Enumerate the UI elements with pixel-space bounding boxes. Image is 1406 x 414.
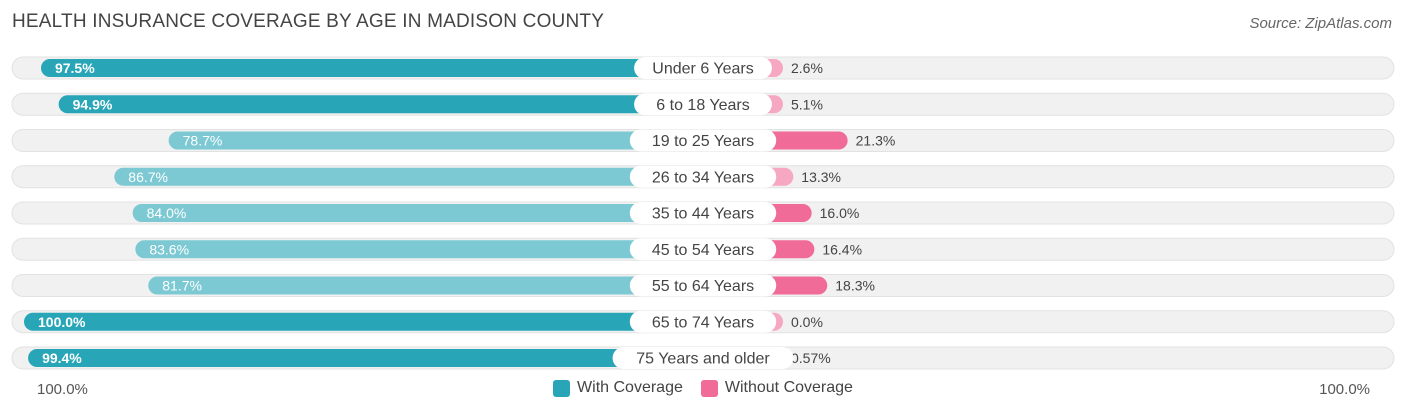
category-pill: [629, 165, 777, 188]
legend-label-without-coverage: Without Coverage: [724, 379, 853, 396]
bar-with-coverage: [58, 95, 703, 114]
value-label-without-coverage: 0.57%: [791, 350, 831, 366]
chart-area: 97.5% 2.6% Under 6 Years 94.9% 5.1% 6 to 18 Y…: [11, 56, 1395, 370]
axis-left-label: 100.0%: [37, 381, 88, 398]
value-label-with-coverage: 100.0%: [38, 314, 86, 330]
category-pill: [612, 347, 794, 369]
legend: With Coverage Without Coverage: [0, 379, 1406, 397]
category-pill: [629, 129, 777, 152]
bar-with-coverage: [148, 276, 703, 295]
legend-item-with-coverage[interactable]: With Coverage: [553, 379, 683, 397]
category-pill: [629, 274, 777, 297]
value-label-with-coverage: 97.5%: [55, 60, 95, 76]
value-label-with-coverage: 99.4%: [42, 350, 82, 366]
value-label-without-coverage: 18.3%: [835, 278, 875, 294]
legend-item-without-coverage[interactable]: Without Coverage: [700, 379, 853, 397]
value-label-with-coverage: 81.7%: [162, 278, 202, 294]
source-note: Source: ZipAtlas.com: [1249, 15, 1392, 32]
legend-swatch-without-coverage: [700, 379, 718, 397]
value-label-without-coverage: 21.3%: [856, 133, 896, 149]
category-pill: [629, 310, 777, 333]
category-label: 35 to 44 Years: [652, 206, 754, 223]
bar-with-coverage: [40, 59, 704, 77]
category-label: 65 to 74 Years: [652, 314, 754, 331]
category-pill: [634, 57, 772, 79]
category-label: 45 to 54 Years: [652, 242, 754, 259]
category-pill: [634, 93, 772, 116]
value-label-without-coverage: 0.0%: [791, 314, 823, 330]
category-label: 26 to 34 Years: [652, 169, 754, 186]
category-label: 19 to 25 Years: [652, 133, 754, 150]
bar-with-coverage: [114, 167, 703, 186]
bar-with-coverage: [135, 240, 703, 259]
category-label: 55 to 64 Years: [652, 278, 754, 295]
legend-swatch-with-coverage: [553, 379, 571, 397]
value-label-without-coverage: 16.0%: [820, 205, 860, 221]
category-label: 75 Years and older: [636, 351, 770, 368]
category-label: Under 6 Years: [652, 61, 753, 78]
value-label-without-coverage: 16.4%: [822, 241, 862, 257]
chart-title: HEALTH INSURANCE COVERAGE BY AGE IN MADI…: [12, 11, 605, 32]
value-label-without-coverage: 13.3%: [801, 169, 841, 185]
category-pill: [629, 238, 777, 261]
category-label: 6 to 18 Years: [656, 97, 749, 114]
value-label-without-coverage: 5.1%: [791, 96, 823, 112]
bar-with-coverage: [28, 349, 704, 367]
bar-with-coverage: [132, 204, 703, 222]
legend-label-with-coverage: With Coverage: [577, 379, 683, 396]
value-label-with-coverage: 83.6%: [149, 241, 189, 257]
value-label-with-coverage: 94.9%: [73, 96, 113, 112]
bar-with-coverage: [24, 312, 703, 331]
bar-with-coverage: [168, 131, 703, 150]
value-label-with-coverage: 86.7%: [128, 169, 168, 185]
value-label-with-coverage: 78.7%: [183, 133, 223, 149]
category-pill: [629, 202, 777, 224]
value-label-with-coverage: 84.0%: [147, 205, 187, 221]
axis-right-label: 100.0%: [1319, 381, 1370, 398]
value-label-without-coverage: 2.6%: [791, 60, 823, 76]
